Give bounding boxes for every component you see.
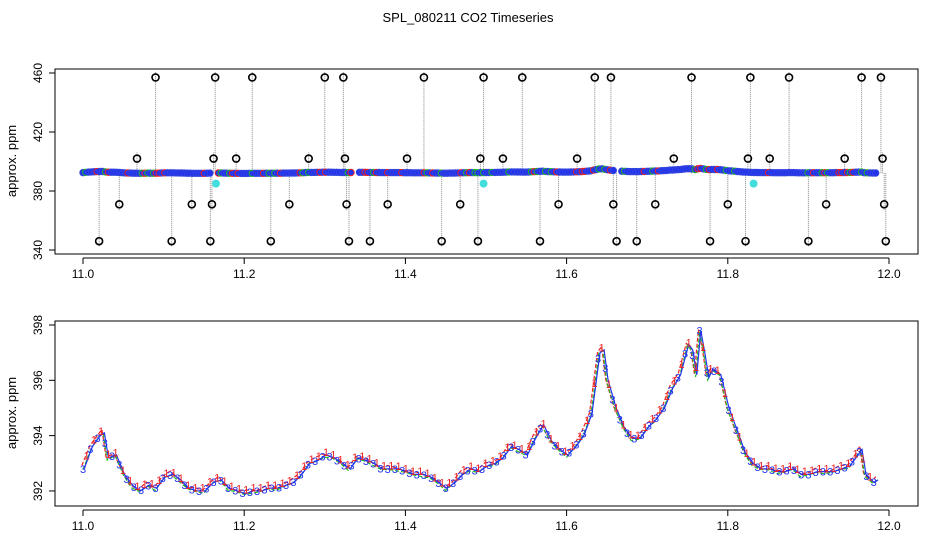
top-series-points: [80, 165, 879, 176]
bottom-series-glyphs: 3131313131313131313131313131313131313131…: [80, 326, 877, 501]
top-panel-ylabel: approx. ppm: [4, 125, 19, 197]
baseline-point: [610, 167, 616, 173]
bottom-x-tick-label: 11.8: [717, 519, 740, 533]
series-glyph: 3: [595, 354, 601, 366]
series-glyph: 1: [860, 454, 866, 466]
top-panel-frame: [55, 69, 918, 254]
top-y-tick-label: 460: [31, 63, 45, 83]
baseline-point: [873, 170, 879, 176]
top-x-tick-label: 11.0: [72, 267, 95, 281]
cyan-point: [212, 180, 219, 187]
series-glyph: 3: [675, 373, 681, 385]
series-glyph: 1: [729, 412, 735, 424]
series-glyph: 1: [722, 388, 728, 400]
series-glyph: 3: [682, 349, 688, 361]
top-x-tick-label: 12.0: [877, 267, 901, 281]
bottom-x-tick-label: 11.2: [233, 519, 256, 533]
bottom-panel-ylabel: approx. ppm: [4, 377, 19, 449]
chart-title: SPL_080211 CO2 Timeseries: [382, 10, 554, 25]
series-glyph: 1: [678, 359, 684, 371]
series-glyph: 3: [718, 376, 724, 388]
cyan-point: [750, 180, 757, 187]
series-glyph: 3: [102, 438, 108, 450]
top-x-tick-label: 11.8: [717, 267, 740, 281]
series-glyph: 3: [588, 409, 594, 421]
bottom-y-tick-label: 396: [31, 370, 45, 390]
series-glyph: 3: [697, 326, 703, 338]
cyan-point: [480, 180, 487, 187]
series-glyph: 3: [80, 464, 86, 476]
top-x-tick-label: 11.6: [555, 267, 578, 281]
baseline-point: [207, 170, 213, 176]
bottom-panel-frame: [55, 321, 918, 506]
top-y-axis: 340 380 420 460: [31, 63, 55, 260]
bottom-y-tick-label: 394: [31, 425, 45, 445]
bottom-x-axis: 11.0 11.2 11.4 11.6 11.8 12.0: [72, 510, 901, 533]
series-glyph: 1: [591, 378, 597, 390]
series-glyph: 1: [606, 379, 612, 391]
baseline-point: [348, 169, 354, 175]
top-outlier-points: [96, 74, 890, 245]
top-x-tick-label: 11.2: [233, 267, 256, 281]
series-glyph: 1: [613, 403, 619, 415]
bottom-y-axis: 392 394 396 398: [31, 315, 55, 501]
bottom-panel: approx. ppm 3131313131313131313131313131…: [4, 315, 918, 533]
series-glyph: 1: [700, 342, 706, 354]
bottom-x-tick-label: 11.4: [394, 519, 417, 533]
series-glyph: 1: [693, 362, 699, 374]
series-glyph: 3: [871, 477, 877, 489]
bottom-x-tick-label: 11.0: [72, 519, 95, 533]
series-glyph: 1: [715, 365, 721, 377]
top-x-axis: 11.0 11.2 11.4 11.6 11.8 12.0: [72, 258, 901, 281]
top-y-tick-label: 420: [31, 122, 45, 142]
top-cyan-points: [212, 180, 757, 187]
bottom-x-tick-label: 11.6: [555, 519, 578, 533]
bottom-x-tick-label: 12.0: [877, 519, 901, 533]
series-glyph: 1: [686, 338, 692, 350]
series-glyph: 1: [98, 426, 104, 438]
series-glyph: 3: [689, 350, 695, 362]
series-glyph: 3: [660, 403, 666, 415]
series-glyph: 1: [736, 432, 742, 444]
series-glyph: 1: [599, 342, 605, 354]
top-panel: approx. ppm 11.0 11.2 11.4 11.6 11.8 12.0 340…: [4, 63, 918, 281]
top-y-tick-label: 380: [31, 181, 45, 201]
series-glyph: 3: [602, 363, 608, 375]
series-glyph: 3: [580, 428, 586, 440]
series-glyph: 1: [113, 448, 119, 460]
top-y-tick-label: 340: [31, 240, 45, 260]
bottom-y-tick-label: 392: [31, 481, 45, 501]
bottom-y-tick-label: 398: [31, 315, 45, 335]
top-x-tick-label: 11.4: [394, 267, 417, 281]
